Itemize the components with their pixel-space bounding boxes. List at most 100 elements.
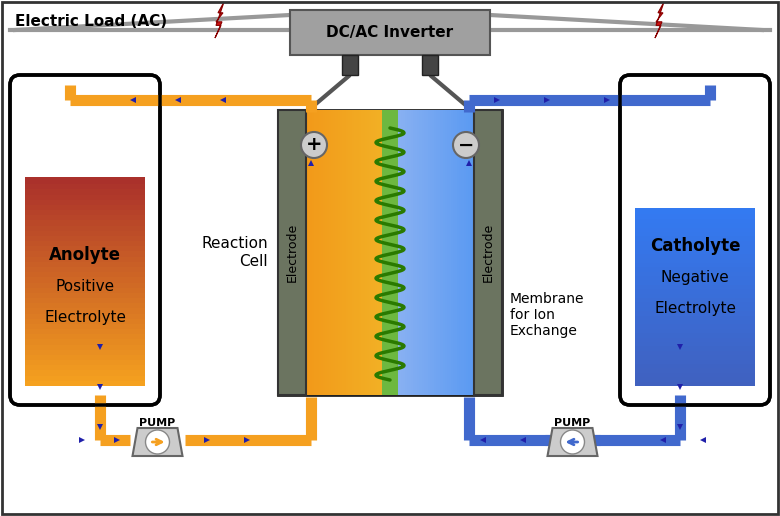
Bar xyxy=(462,110,465,395)
Bar xyxy=(25,343,145,350)
Bar xyxy=(451,110,454,395)
Bar xyxy=(463,110,466,395)
Bar xyxy=(427,110,431,395)
Bar xyxy=(308,110,311,395)
Bar xyxy=(635,230,755,236)
Bar xyxy=(25,327,145,334)
Polygon shape xyxy=(604,97,610,103)
Bar xyxy=(436,110,439,395)
Bar xyxy=(25,332,145,340)
Bar xyxy=(329,110,332,395)
Bar xyxy=(411,110,414,395)
Bar xyxy=(25,312,145,319)
FancyBboxPatch shape xyxy=(10,75,160,405)
Bar xyxy=(457,110,460,395)
Text: PUMP: PUMP xyxy=(140,418,176,428)
Text: DC/AC Inverter: DC/AC Inverter xyxy=(327,25,453,40)
Bar xyxy=(635,274,755,280)
Bar xyxy=(635,243,755,250)
Bar xyxy=(635,234,755,241)
Bar xyxy=(25,208,145,215)
Bar xyxy=(25,249,145,256)
Bar xyxy=(327,110,330,395)
Bar xyxy=(25,203,145,210)
Bar xyxy=(635,331,755,337)
Bar xyxy=(635,239,755,245)
Bar xyxy=(635,225,755,232)
Bar xyxy=(635,213,755,219)
Bar xyxy=(25,286,145,293)
Polygon shape xyxy=(215,2,224,38)
Bar xyxy=(342,110,345,395)
Bar xyxy=(635,349,755,355)
Bar xyxy=(434,110,438,395)
Bar xyxy=(438,110,441,395)
Bar xyxy=(424,110,427,395)
Bar xyxy=(25,276,145,282)
Bar xyxy=(448,110,452,395)
Bar xyxy=(25,182,145,189)
Bar xyxy=(25,244,145,251)
Polygon shape xyxy=(655,2,664,38)
Bar xyxy=(378,110,381,395)
Bar xyxy=(635,221,755,228)
Text: Positive: Positive xyxy=(55,279,115,294)
Polygon shape xyxy=(114,437,120,443)
Bar xyxy=(353,110,356,395)
Bar xyxy=(25,337,145,345)
Bar xyxy=(278,110,502,395)
Text: PUMP: PUMP xyxy=(555,418,590,428)
Bar xyxy=(417,110,420,395)
Bar xyxy=(405,110,408,395)
Bar xyxy=(635,371,755,377)
Bar xyxy=(346,110,349,395)
Bar xyxy=(314,110,317,395)
Bar xyxy=(25,301,145,309)
Bar xyxy=(318,110,321,395)
Bar xyxy=(468,110,471,395)
Polygon shape xyxy=(220,97,226,103)
Text: Negative: Negative xyxy=(661,270,729,285)
Bar xyxy=(635,279,755,285)
Bar xyxy=(447,110,450,395)
Bar xyxy=(360,110,363,395)
Bar xyxy=(25,234,145,241)
Bar xyxy=(635,353,755,360)
Bar xyxy=(25,322,145,329)
Polygon shape xyxy=(244,437,250,443)
Text: −: − xyxy=(458,136,474,154)
Bar xyxy=(635,322,755,329)
Polygon shape xyxy=(466,160,472,166)
Bar xyxy=(342,55,358,75)
Bar xyxy=(635,358,755,364)
FancyBboxPatch shape xyxy=(290,10,490,55)
Bar xyxy=(323,110,326,395)
Bar xyxy=(25,296,145,303)
Bar xyxy=(635,375,755,382)
Polygon shape xyxy=(700,437,706,443)
Bar xyxy=(373,110,376,395)
Polygon shape xyxy=(204,437,210,443)
Polygon shape xyxy=(660,437,666,443)
Bar xyxy=(394,110,397,395)
Bar xyxy=(25,260,145,267)
Bar xyxy=(420,110,423,395)
Bar xyxy=(25,239,145,246)
Bar xyxy=(25,177,145,184)
Bar xyxy=(335,110,339,395)
Bar xyxy=(25,291,145,298)
Polygon shape xyxy=(97,424,103,430)
Polygon shape xyxy=(520,437,526,443)
Bar xyxy=(441,110,444,395)
Bar xyxy=(25,363,145,370)
Bar xyxy=(25,198,145,205)
Text: Electrode: Electrode xyxy=(481,223,495,282)
Text: Electric Load (AC): Electric Load (AC) xyxy=(15,14,167,29)
FancyBboxPatch shape xyxy=(620,75,770,405)
Bar xyxy=(400,110,403,395)
Bar xyxy=(382,110,398,395)
Text: +: + xyxy=(306,136,322,154)
Bar xyxy=(25,213,145,220)
Circle shape xyxy=(453,132,479,158)
Text: Electrolyte: Electrolyte xyxy=(44,310,126,325)
